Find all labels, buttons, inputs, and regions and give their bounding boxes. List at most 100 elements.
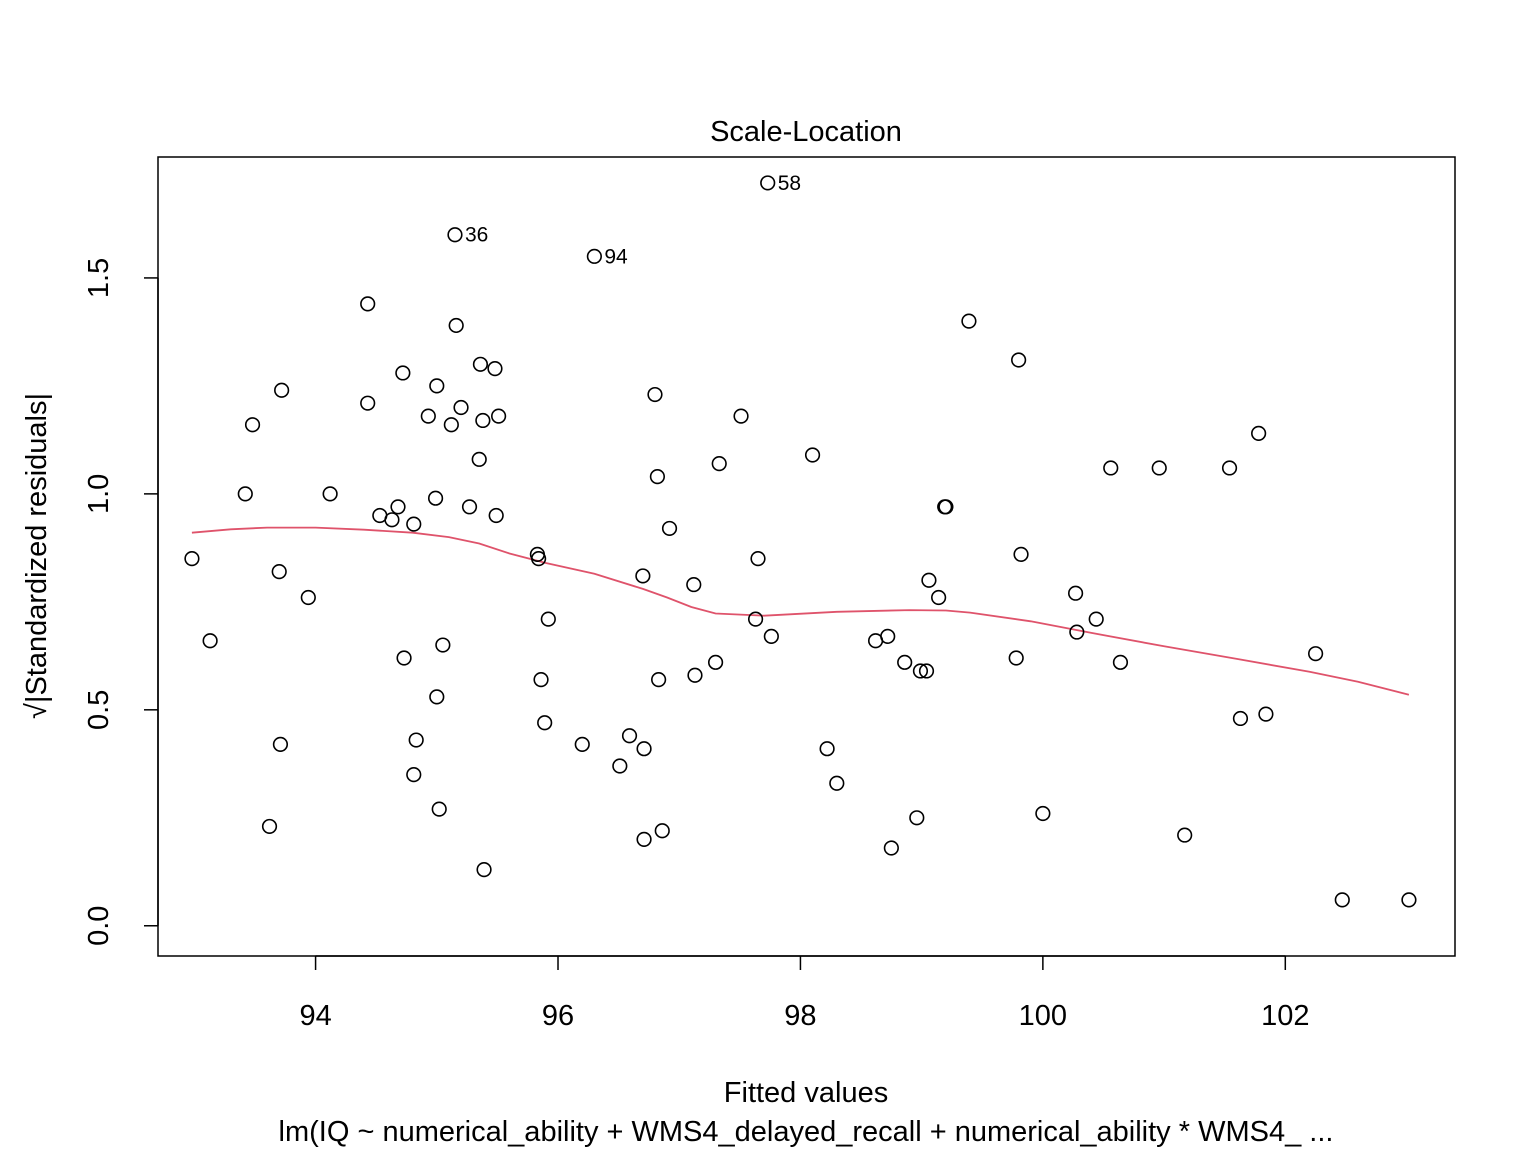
data-point <box>1308 646 1324 662</box>
data-point <box>687 667 703 683</box>
data-point <box>804 447 821 463</box>
data-point <box>1008 650 1024 666</box>
data-point <box>937 499 953 515</box>
x-tick-label: 102 <box>1261 1000 1309 1032</box>
data-point <box>453 399 469 416</box>
data-point <box>448 317 464 334</box>
data-point <box>533 671 549 688</box>
data-point <box>1401 892 1417 908</box>
data-point <box>651 671 667 688</box>
data-point <box>272 736 289 752</box>
data-point <box>635 568 651 584</box>
data-point <box>443 417 459 433</box>
data-point <box>747 611 764 627</box>
chart-title: Scale-Location <box>710 116 902 148</box>
data-point <box>471 451 487 467</box>
data-point <box>461 499 478 515</box>
data-point <box>912 663 929 679</box>
data-point <box>711 456 727 472</box>
smooth-line <box>191 526 1410 696</box>
data-point <box>586 248 602 264</box>
data-point <box>322 486 338 502</box>
data-point <box>202 633 218 649</box>
data-point <box>760 175 776 191</box>
data-point <box>1177 827 1193 843</box>
data-point <box>435 637 451 653</box>
data-point <box>897 654 913 670</box>
data-point <box>612 758 628 774</box>
data-point <box>475 412 491 429</box>
data-point <box>274 382 290 398</box>
data-point <box>819 741 835 757</box>
data-point <box>408 732 424 748</box>
data-point <box>1011 352 1027 368</box>
data-point <box>429 689 445 705</box>
data-point <box>487 361 503 377</box>
data-point <box>1088 611 1104 627</box>
smooth-line-layer <box>191 526 1410 696</box>
data-point <box>931 589 947 606</box>
x-tick-label: 100 <box>1019 1000 1067 1032</box>
data-point <box>447 227 463 243</box>
data-point <box>1067 585 1084 601</box>
data-point <box>636 831 652 847</box>
x-axis-label: Fitted values <box>724 1077 888 1109</box>
data-point <box>476 862 492 878</box>
data-point <box>733 408 749 424</box>
y-axis-label: √|Standardized residuals| <box>21 393 53 719</box>
data-point <box>271 564 287 580</box>
data-point <box>829 775 845 791</box>
data-point <box>1258 706 1274 722</box>
point-label: 36 <box>465 224 488 247</box>
y-tick-label: 1.0 <box>83 474 115 514</box>
y-axis: 0.0 0.5 1.0 1.5 <box>83 258 159 946</box>
y-tick-label: 0.0 <box>83 906 115 946</box>
data-point <box>1251 425 1267 442</box>
data-point <box>237 486 253 502</box>
data-point <box>880 628 896 645</box>
data-point <box>396 650 412 666</box>
data-point <box>921 572 937 588</box>
data-point <box>300 589 316 606</box>
data-point <box>537 715 553 731</box>
data-point <box>636 741 652 757</box>
data-point <box>491 408 507 424</box>
data-point <box>1232 710 1249 727</box>
model-caption: lm(IQ ~ numerical_ability + WMS4_delayed… <box>279 1116 1334 1148</box>
data-point <box>1221 460 1238 476</box>
data-point <box>540 611 556 627</box>
x-tick-label: 94 <box>299 1000 331 1032</box>
data-point <box>420 408 436 424</box>
data-point <box>1103 460 1119 476</box>
data-point <box>918 663 935 679</box>
data-point <box>938 499 954 515</box>
data-point <box>686 576 702 593</box>
data-point <box>390 499 406 515</box>
data-point <box>472 356 489 372</box>
data-point <box>1035 805 1051 822</box>
x-tick-label: 98 <box>784 1000 816 1032</box>
data-point <box>427 490 444 506</box>
data-point <box>244 417 261 433</box>
data-point <box>707 654 724 670</box>
points-layer <box>184 175 1417 908</box>
data-point <box>883 840 899 856</box>
data-point <box>750 551 766 567</box>
point-label: 94 <box>604 245 628 268</box>
point-labels-layer: 58 36 94 <box>465 172 801 268</box>
data-point <box>384 512 400 528</box>
data-point <box>1013 546 1029 562</box>
data-point <box>909 810 925 826</box>
data-point <box>654 823 670 839</box>
data-point <box>406 516 422 532</box>
data-point <box>1151 460 1167 476</box>
data-point <box>261 818 278 835</box>
data-point <box>184 551 200 567</box>
data-point <box>763 628 779 645</box>
data-point <box>1112 654 1129 670</box>
data-point <box>488 507 504 524</box>
data-point <box>431 801 447 817</box>
data-point <box>961 313 977 329</box>
